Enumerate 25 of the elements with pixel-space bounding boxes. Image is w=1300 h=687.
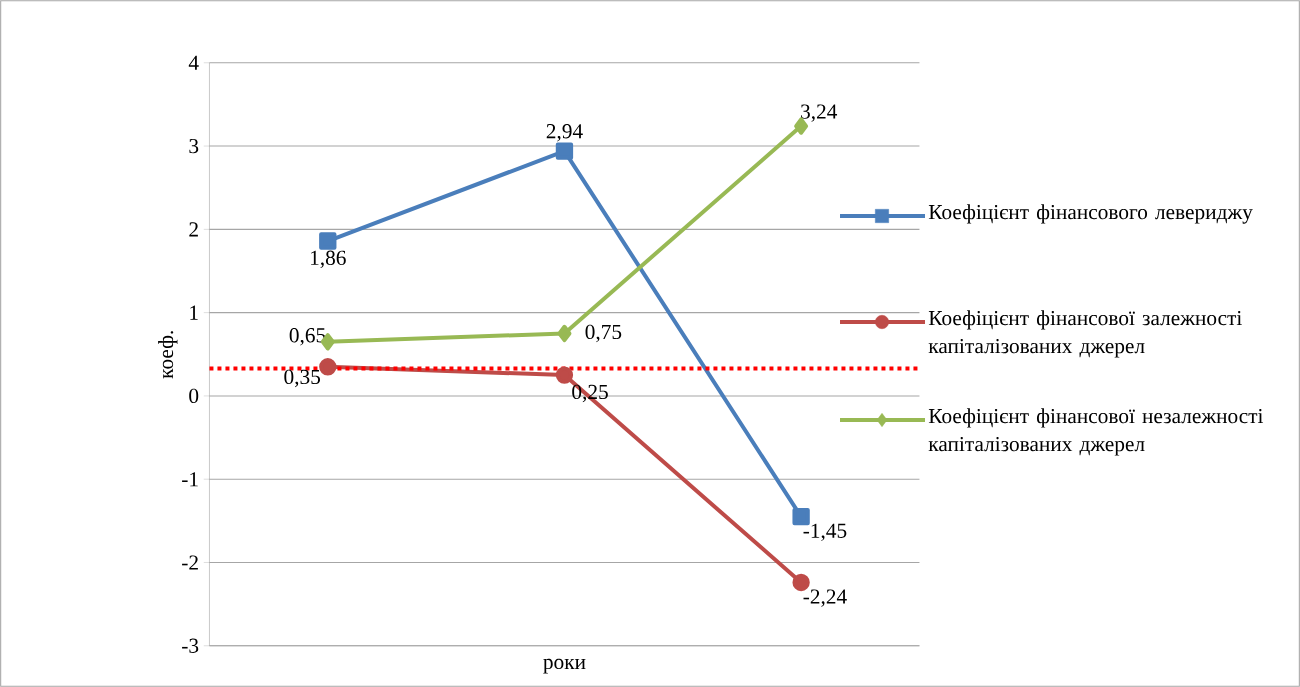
point (557, 324, 572, 343)
x-axis-title: роки (543, 658, 586, 674)
point (319, 232, 337, 250)
legend-label: Коефіцієнт фінансового левериджу (928, 204, 1253, 224)
y-tick-label: -3 (182, 638, 199, 653)
data-label: -1,45 (803, 523, 847, 541)
y-tick-label: 2 (189, 222, 198, 237)
y-tick-label: 0 (189, 388, 199, 404)
legend-label: Коефіцієнт фінансової незалежності капіталізованих джерел (928, 408, 1264, 456)
data-label: 0,75 (585, 324, 622, 343)
point (555, 366, 574, 384)
data-label: 3,24 (801, 104, 838, 122)
data-label: 2,94 (546, 124, 583, 142)
data-label: 1,86 (311, 250, 346, 269)
data-label: -2,24 (803, 589, 847, 607)
point (555, 142, 574, 160)
data-label: 0,35 (284, 369, 321, 388)
point (319, 358, 337, 376)
y-tick-label: 3 (189, 138, 199, 154)
y-tick-label: 4 (188, 55, 199, 70)
y-tick-label: -2 (182, 555, 198, 570)
y-tick-label: 1 (190, 305, 198, 320)
y-axis-title: коеф. (158, 331, 178, 379)
legend-label: Коефіцієнт фінансової залежності капіталізованих джерел (928, 310, 1242, 358)
y-tick-label: -1 (182, 472, 198, 487)
